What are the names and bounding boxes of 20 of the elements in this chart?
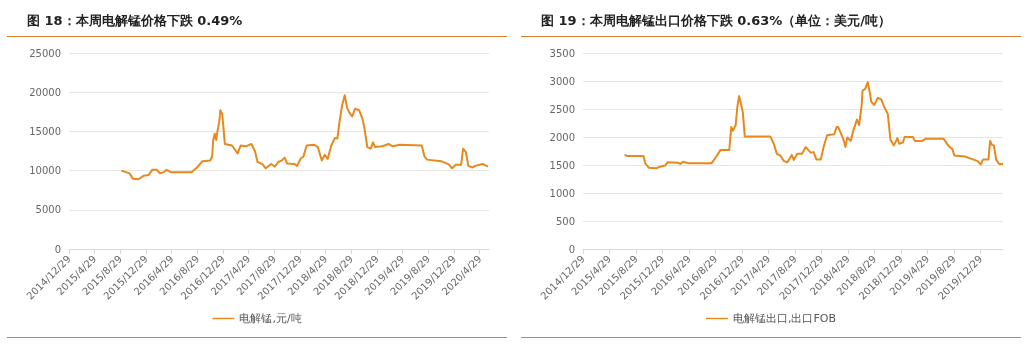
y-tick-label: 2500 <box>549 103 575 115</box>
legend-label: 电解锰,元/吨 <box>239 312 302 325</box>
y-tick-label: 3500 <box>549 47 575 59</box>
y-tick-label: 0 <box>568 243 575 255</box>
legend-label: 电解锰出口,出口FOB <box>732 312 837 325</box>
y-tick-label: 25000 <box>29 47 61 59</box>
y-tick-label: 1500 <box>549 159 575 171</box>
y-tick-label: 15000 <box>29 125 61 137</box>
y-tick-label: 500 <box>555 215 575 227</box>
y-tick-label: 10000 <box>29 165 61 177</box>
y-tick-label: 2000 <box>549 131 575 143</box>
y-tick-label: 5000 <box>35 204 61 216</box>
line-series <box>623 81 1004 170</box>
y-tick-label: 0 <box>54 243 61 255</box>
y-tick-label: 1000 <box>549 187 575 199</box>
chart-title: 图 19：本周电解锰出口价格下跌 0.63%（单位：美元/吨） <box>521 0 1021 37</box>
chart-title: 图 18：本周电解锰价格下跌 0.49% <box>7 0 507 37</box>
y-tick-label: 3000 <box>549 75 575 87</box>
line-series <box>120 94 489 181</box>
y-tick-label: 20000 <box>29 86 61 98</box>
